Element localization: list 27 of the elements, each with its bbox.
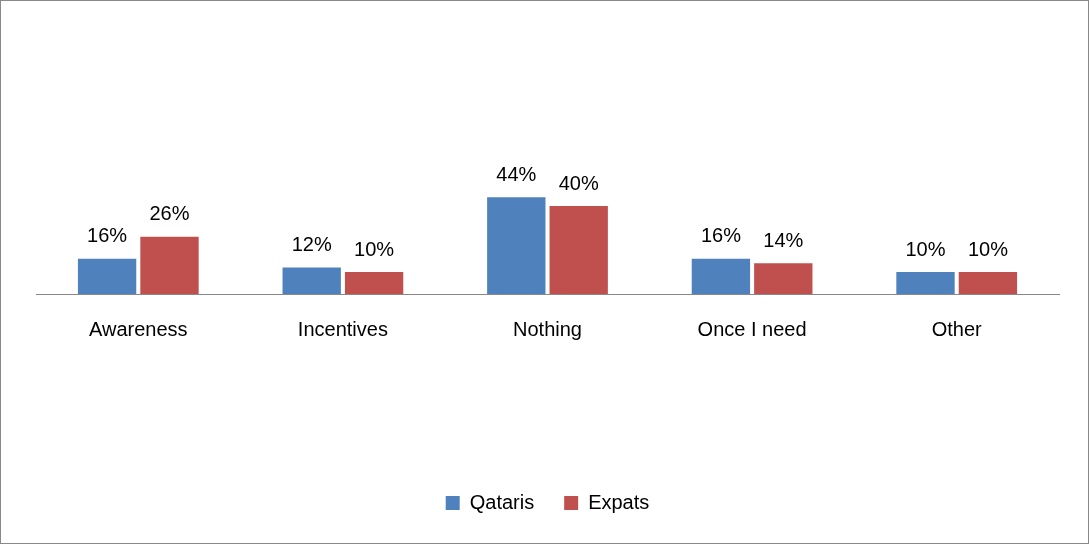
data-label: 16% [87, 224, 128, 247]
bar [754, 263, 813, 294]
bar [958, 272, 1018, 294]
data-label: 14% [763, 228, 804, 251]
bar [549, 206, 608, 294]
bar [896, 272, 955, 294]
data-label: 10% [354, 237, 395, 260]
data-label: 44% [496, 162, 537, 185]
data-label: 10% [905, 237, 946, 260]
x-tick-label: Once I need [697, 317, 807, 340]
data-label: 12% [291, 233, 332, 256]
legend-label: Qataris [469, 490, 535, 513]
x-tick-label: Awareness [89, 317, 188, 340]
x-tick-label: Nothing [513, 317, 582, 340]
bar [691, 258, 751, 294]
x-tick-label: Incentives [297, 317, 388, 340]
bar [487, 197, 546, 294]
bar [344, 272, 404, 294]
legend-label: Expats [588, 490, 650, 513]
data-label: 26% [149, 202, 190, 225]
x-tick-label: Other [931, 317, 983, 340]
data-label: 10% [967, 237, 1009, 260]
bar [140, 236, 199, 294]
data-label: 16% [700, 224, 742, 247]
bar [77, 258, 137, 294]
bar [282, 267, 341, 294]
data-label: 40% [558, 171, 599, 194]
